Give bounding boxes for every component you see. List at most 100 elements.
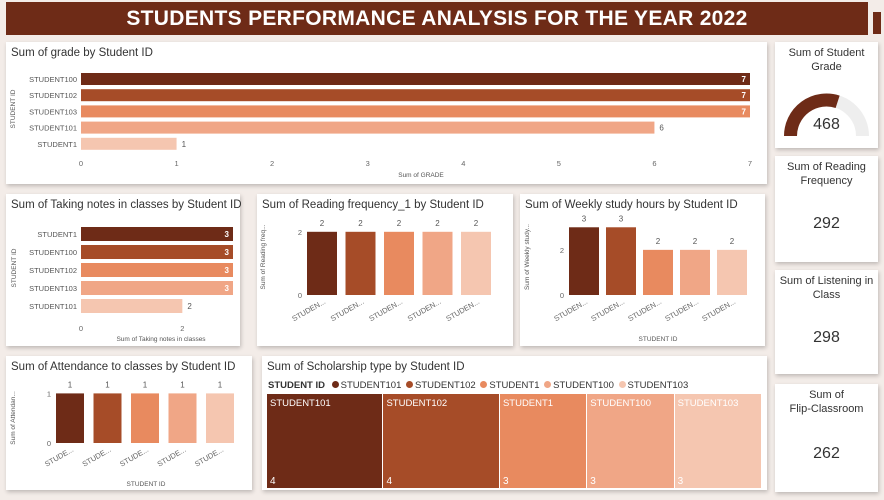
- x-tick-label: 4: [461, 159, 465, 168]
- treemap-cell[interactable]: STUDENT101 4: [267, 394, 383, 488]
- data-label: 2: [435, 219, 440, 228]
- legend-item-student1[interactable]: STUDENT1: [480, 380, 540, 391]
- bar: [717, 249, 747, 295]
- treemap-cell-value: 4: [270, 476, 276, 487]
- x-tick-label: 2: [180, 324, 184, 333]
- y-axis-label: STUDENT ID: [10, 89, 17, 128]
- kpi-reading-frequency-card[interactable]: Sum of Reading Frequency 292: [775, 156, 878, 262]
- legend-label: STUDENT1: [489, 380, 540, 391]
- treemap-cell-label: STUDENT100: [590, 398, 651, 409]
- x-category-label: STUDEN...: [406, 297, 443, 323]
- legend-label: STUDENT101: [340, 380, 402, 391]
- y-category-label: STUDENT103: [29, 284, 77, 293]
- legend-item-student101[interactable]: STUDENT101: [331, 380, 402, 391]
- data-label: 7: [742, 75, 747, 84]
- data-label: 3: [225, 230, 230, 239]
- treemap-cell-value: 4: [386, 476, 393, 487]
- reading-chart-card[interactable]: Sum of Reading frequency_1 by Student ID…: [257, 194, 513, 346]
- grade-chart-title: Sum of grade by Student ID: [11, 47, 153, 59]
- legend-dot: [618, 381, 626, 388]
- bar: [81, 263, 233, 277]
- legend-item-student103[interactable]: STUDENT103: [618, 380, 688, 391]
- bar: [422, 231, 453, 295]
- y-category-label: STUDENT100: [29, 75, 77, 84]
- x-category-label: STUDE...: [118, 445, 150, 469]
- treemap-cell[interactable]: STUDENT103 3: [674, 394, 761, 488]
- kpi-flip-classroom-title-line1: Sum of: [809, 389, 844, 401]
- grade-chart-card[interactable]: Sum of grade by Student ID 0 1 2 3 4 5 6 7 STUDE…: [6, 42, 767, 184]
- x-category-label: STUDEN...: [290, 297, 327, 323]
- kpi-reading-frequency-title: Sum of Reading Frequency: [787, 161, 866, 187]
- data-label: 3: [225, 248, 230, 257]
- data-label: 2: [730, 237, 735, 246]
- x-tick-label: 2: [270, 159, 274, 168]
- kpi-flip-classroom-title-line2: Flip-Classroom: [789, 403, 864, 415]
- bar: [81, 121, 655, 134]
- treemap-cell-value: 3: [502, 476, 509, 487]
- notes-chart-card[interactable]: Sum of Taking notes in classes by Studen…: [6, 194, 242, 346]
- data-label: 2: [397, 219, 402, 228]
- bar: [131, 393, 159, 443]
- x-category-label: STUDE...: [156, 445, 188, 469]
- treemap-cell[interactable]: STUDENT1 3: [499, 394, 587, 488]
- scholarship-title: Sum of Scholarship type by Student ID: [267, 361, 465, 373]
- bar: [81, 227, 233, 241]
- bar: [680, 249, 710, 295]
- legend-item-student102[interactable]: STUDENT102: [406, 380, 476, 391]
- data-label: 1: [105, 380, 110, 389]
- kpi-listening-card[interactable]: Sum of Listening in Class 298: [775, 270, 878, 374]
- treemap-cell-label: STUDENT102: [386, 398, 448, 409]
- scholarship-treemap-card[interactable]: Sum of Scholarship type by Student ID ST…: [262, 356, 767, 490]
- kpi-student-grade-card[interactable]: Sum of Student Grade 468: [775, 42, 878, 148]
- x-category-label: STUDE...: [43, 445, 75, 469]
- title-edge-decoration: [873, 12, 881, 34]
- x-axis-label: Sum of GRADE: [398, 172, 444, 179]
- x-category-label: STUDEN...: [589, 297, 626, 323]
- y-tick-label: 0: [560, 291, 564, 300]
- y-category-label: STUDENT100: [29, 248, 77, 257]
- x-tick-label: 7: [748, 159, 752, 168]
- bar: [643, 249, 673, 295]
- y-axis-label: Sum of Weekly study...: [524, 224, 531, 290]
- attendance-chart-title: Sum of Attendance to classes by Student …: [11, 361, 236, 373]
- data-label: 2: [656, 237, 661, 246]
- weekly-chart-title: Sum of Weekly study hours by Student ID: [525, 199, 738, 211]
- x-category-label: STUDE...: [81, 445, 113, 469]
- x-axis-label: Sum of Taking notes in classes: [116, 336, 206, 343]
- x-axis-label: STUDENT ID: [127, 481, 166, 488]
- kpi-flip-classroom-card[interactable]: Sum of Flip-Classroom 262: [775, 384, 878, 492]
- treemap-cell-value: 3: [677, 476, 684, 487]
- kpi-flip-classroom-value: 262: [813, 445, 840, 462]
- legend-label: STUDENT102: [415, 380, 476, 391]
- gauge-fill: [784, 93, 840, 137]
- treemap-cell[interactable]: STUDENT102 4: [383, 394, 499, 488]
- bar: [81, 245, 233, 259]
- data-label: 3: [619, 214, 624, 223]
- kpi-student-grade-title: Sum of Student Grade: [788, 47, 865, 73]
- bar: [569, 227, 599, 295]
- bar: [168, 393, 197, 443]
- weekly-chart-card[interactable]: Sum of Weekly study hours by Student ID …: [520, 194, 765, 346]
- notes-chart: 0 2 STUDENT1 3 STUDENT100 3 STUDENT102 3 STUDENT…: [11, 227, 233, 343]
- attendance-chart-card[interactable]: Sum of Attendance to classes by Student …: [6, 356, 252, 490]
- data-label: 2: [474, 219, 479, 228]
- bar: [93, 393, 122, 443]
- data-label: 3: [225, 266, 230, 275]
- weekly-chart: 0 2 3 STUDEN... 3 STUDEN... 2 STUDEN... 2 STUDEN.…: [524, 214, 747, 343]
- data-label: 2: [187, 302, 192, 311]
- treemap-cell-label: STUDENT101: [270, 398, 331, 409]
- bar: [307, 231, 337, 295]
- legend-item-student100[interactable]: STUDENT100: [544, 380, 614, 391]
- x-category-label: STUDEN...: [663, 297, 700, 323]
- attendance-chart: 0 1 1 STUDE... 1 STUDE... 1 STUDE... 1 STUDE... 1 S…: [10, 380, 234, 488]
- dashboard-title: STUDENTS PERFORMANCE ANALYSIS FOR THE YE…: [6, 2, 868, 35]
- legend-dot: [480, 381, 488, 388]
- y-category-label: STUDENT101: [29, 124, 77, 133]
- data-label: 2: [358, 219, 363, 228]
- y-tick-label: 1: [47, 389, 51, 398]
- y-axis-label: STUDENT ID: [11, 248, 18, 287]
- bar: [81, 299, 183, 313]
- bar: [461, 231, 491, 295]
- treemap-cell[interactable]: STUDENT100 3: [587, 394, 674, 488]
- x-category-label: STUDEN...: [552, 297, 589, 323]
